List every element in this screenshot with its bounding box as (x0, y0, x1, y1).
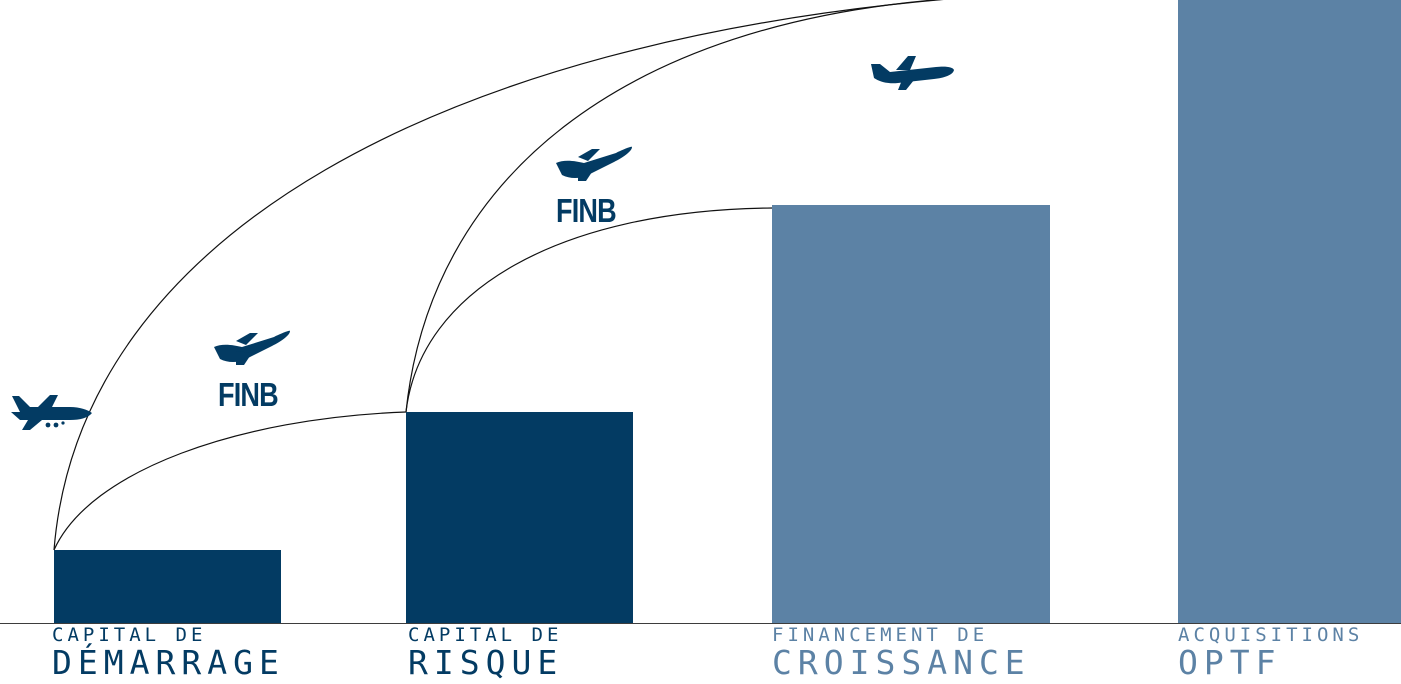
stage-label-big: CROISSANCE (772, 643, 1031, 682)
baseline (0, 623, 1401, 624)
stage-label-small: CAPITAL DE (52, 624, 207, 646)
bar-capital-risque (406, 412, 633, 624)
stage-label-big: RISQUE (408, 643, 564, 682)
airplane-icon (214, 330, 290, 365)
stage-label-small: CAPITAL DE (408, 624, 563, 646)
finb-logo-text: FINB (218, 376, 279, 413)
curve-risque-to-croissance (405, 207, 773, 413)
curve-demarrage-to-risque (53, 411, 407, 551)
finb-logo-text: FINB (556, 192, 617, 229)
stage-label-acquisitions: ACQUISITIONS OPTF (1178, 624, 1364, 682)
stage-label-big: DÉMARRAGE (52, 643, 285, 682)
airplane-icon (871, 56, 954, 90)
bar-capital-demarrage (54, 550, 281, 624)
airplane-takeoff-icon (11, 395, 92, 430)
stage-label-risque: CAPITAL DE RISQUE (408, 624, 564, 682)
stage-label-demarrage: CAPITAL DE DÉMARRAGE (52, 624, 285, 682)
stage-label-small: ACQUISITIONS (1178, 624, 1364, 646)
bar-acquisitions (1178, 0, 1401, 624)
curve-risque-to-acquisitions (405, 0, 943, 413)
stage-label-croissance: FINANCEMENT DE CROISSANCE (772, 624, 1031, 682)
bar-financement-croissance (772, 205, 1050, 624)
curve-demarrage-to-acquisitions (53, 0, 945, 551)
stage-label-small: FINANCEMENT DE (772, 624, 989, 646)
stage-label-big: OPTF (1178, 643, 1282, 682)
airplane-icon (556, 146, 632, 181)
